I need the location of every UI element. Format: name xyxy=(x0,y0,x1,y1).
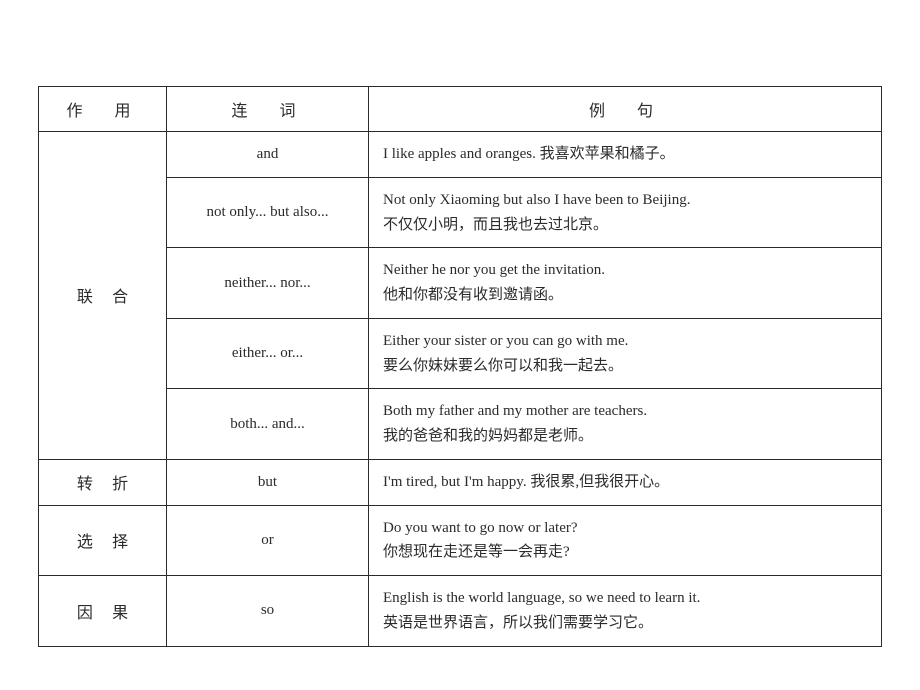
table-row: 因果 so English is the world language, so … xyxy=(39,576,882,647)
example-cell: English is the world language, so we nee… xyxy=(369,576,882,647)
example-cell: I like apples and oranges. 我喜欢苹果和橘子。 xyxy=(369,132,882,178)
header-example: 例 句 xyxy=(369,87,882,132)
conjunction-cell: neither... nor... xyxy=(167,248,369,319)
category-cell: 选择 xyxy=(39,505,167,576)
conjunction-cell: but xyxy=(167,459,369,505)
header-usage: 作 用 xyxy=(39,87,167,132)
example-cell: Not only Xiaoming but also I have been t… xyxy=(369,177,882,248)
conjunction-table: 作 用 连 词 例 句 联合 and I like apples and ora… xyxy=(38,86,882,647)
header-row: 作 用 连 词 例 句 xyxy=(39,87,882,132)
table-row: 转折 but I'm tired, but I'm happy. 我很累,但我很… xyxy=(39,459,882,505)
header-conjunction: 连 词 xyxy=(167,87,369,132)
table-row: 联合 and I like apples and oranges. 我喜欢苹果和… xyxy=(39,132,882,178)
conjunction-cell: and xyxy=(167,132,369,178)
category-cell: 因果 xyxy=(39,576,167,647)
table-row: 选择 or Do you want to go now or later?你想现… xyxy=(39,505,882,576)
example-cell: Neither he nor you get the invitation.他和… xyxy=(369,248,882,319)
category-cell: 转折 xyxy=(39,459,167,505)
conjunction-cell: either... or... xyxy=(167,318,369,389)
conjunction-cell: not only... but also... xyxy=(167,177,369,248)
example-cell: I'm tired, but I'm happy. 我很累,但我很开心。 xyxy=(369,459,882,505)
example-cell: Either your sister or you can go with me… xyxy=(369,318,882,389)
example-cell: Both my father and my mother are teacher… xyxy=(369,389,882,460)
conjunction-cell: both... and... xyxy=(167,389,369,460)
example-cell: Do you want to go now or later?你想现在走还是等一… xyxy=(369,505,882,576)
conjunction-cell: or xyxy=(167,505,369,576)
category-cell: 联合 xyxy=(39,132,167,460)
conjunction-cell: so xyxy=(167,576,369,647)
